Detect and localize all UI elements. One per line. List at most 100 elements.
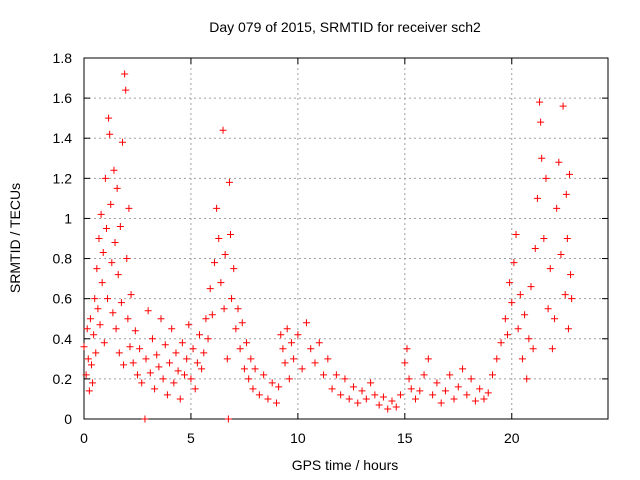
- data-point: [249, 385, 257, 393]
- data-point: [255, 391, 263, 399]
- data-point: [111, 239, 119, 247]
- data-point: [163, 391, 171, 399]
- data-point: [332, 371, 340, 379]
- data-point: [529, 345, 537, 353]
- y-tick-label: 1: [64, 210, 72, 226]
- x-tick-label: 15: [397, 430, 413, 446]
- data-point: [166, 359, 174, 367]
- data-point: [272, 399, 280, 407]
- data-point: [514, 325, 522, 333]
- data-point: [437, 399, 445, 407]
- data-point: [89, 379, 97, 387]
- data-point: [516, 291, 524, 299]
- data-point: [518, 355, 526, 363]
- data-point: [489, 371, 497, 379]
- data-point: [446, 371, 454, 379]
- data-point: [86, 315, 94, 323]
- data-point: [388, 397, 396, 405]
- data-point: [124, 315, 132, 323]
- data-point: [98, 279, 106, 287]
- data-point: [441, 387, 449, 395]
- data-point: [181, 371, 189, 379]
- data-point: [120, 361, 128, 369]
- data-point: [198, 365, 206, 373]
- data-point: [542, 174, 550, 182]
- data-point: [551, 315, 559, 323]
- data-point: [324, 355, 332, 363]
- data-point: [247, 355, 255, 363]
- data-point: [202, 315, 210, 323]
- data-point: [96, 321, 104, 329]
- data-point: [157, 315, 165, 323]
- data-point: [521, 311, 529, 319]
- data-point: [268, 379, 276, 387]
- data-point: [227, 230, 235, 238]
- data-point: [176, 395, 184, 403]
- data-point: [92, 349, 100, 357]
- data-point: [375, 401, 383, 409]
- data-point: [178, 339, 186, 347]
- data-point: [195, 331, 203, 339]
- y-tick-label: 0.8: [53, 251, 73, 267]
- data-point: [174, 367, 182, 375]
- data-point: [215, 235, 223, 242]
- x-tick-label: 0: [80, 430, 88, 446]
- data-point: [564, 325, 572, 333]
- data-point: [362, 395, 370, 403]
- data-point: [110, 166, 118, 174]
- x-axis-label: GPS time / hours: [292, 457, 399, 473]
- data-point: [243, 339, 251, 347]
- data-point: [358, 387, 366, 395]
- data-point: [341, 375, 349, 383]
- data-point: [476, 385, 484, 393]
- data-point: [337, 391, 345, 399]
- data-point: [230, 265, 238, 273]
- data-point: [544, 305, 552, 313]
- data-point: [538, 154, 546, 162]
- data-point: [126, 343, 134, 351]
- data-point: [397, 391, 405, 399]
- data-point: [245, 375, 253, 383]
- data-point: [187, 375, 195, 383]
- data-point: [510, 259, 518, 267]
- data-point: [471, 397, 479, 405]
- data-point: [568, 295, 576, 303]
- data-point: [561, 291, 569, 299]
- data-point: [459, 365, 467, 373]
- data-point: [566, 170, 574, 178]
- data-point: [531, 245, 539, 253]
- data-point: [537, 118, 545, 126]
- data-point: [238, 319, 246, 327]
- data-point: [115, 349, 123, 357]
- data-point: [82, 371, 90, 379]
- data-point: [210, 259, 218, 267]
- data-point: [260, 371, 268, 379]
- data-point: [501, 315, 509, 323]
- data-point: [146, 369, 154, 377]
- data-point: [508, 299, 516, 307]
- data-point: [161, 341, 169, 349]
- data-point: [204, 335, 212, 343]
- data-point: [94, 305, 102, 313]
- data-point: [557, 251, 565, 259]
- data-point: [251, 365, 259, 373]
- data-point: [151, 385, 159, 393]
- data-point: [170, 379, 178, 387]
- data-point: [193, 359, 201, 367]
- data-point: [315, 339, 323, 347]
- data-point: [213, 204, 221, 212]
- data-point: [548, 345, 556, 353]
- chart-title: Day 079 of 2015, SRMTID for receiver sch…: [209, 19, 481, 35]
- y-tick-label: 1.4: [53, 130, 73, 146]
- data-points: [80, 70, 576, 423]
- data-point: [155, 363, 163, 371]
- data-point: [108, 259, 116, 267]
- data-point: [412, 395, 420, 403]
- data-point: [264, 395, 272, 403]
- y-tick-label: 0: [64, 411, 72, 427]
- data-point: [307, 345, 315, 353]
- data-point: [117, 299, 125, 307]
- data-point: [401, 359, 409, 367]
- data-point: [122, 86, 130, 94]
- data-point: [102, 224, 110, 232]
